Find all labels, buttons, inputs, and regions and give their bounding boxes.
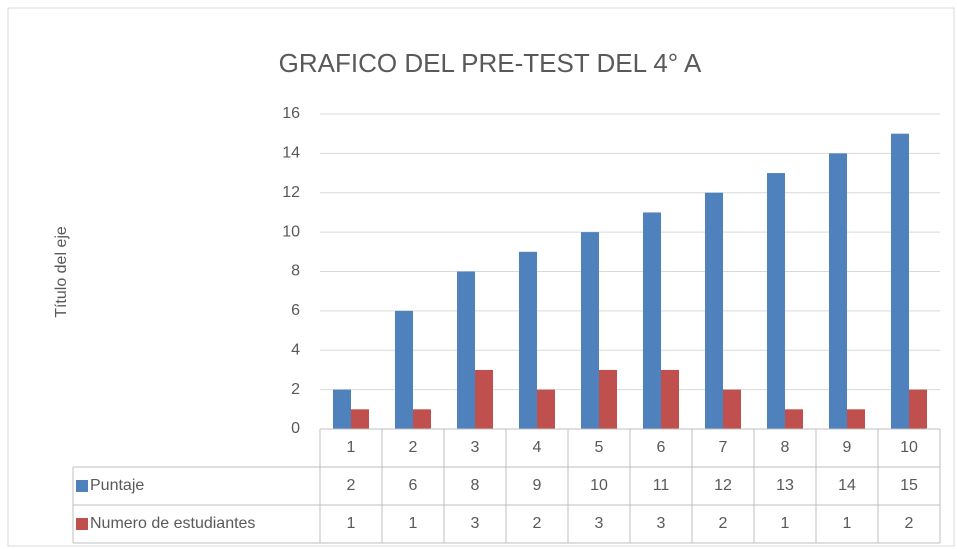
- table-cell: 14: [838, 477, 856, 494]
- x-tick-label: 1: [347, 439, 356, 456]
- bar: [723, 389, 741, 429]
- x-tick-label: 10: [900, 439, 918, 456]
- bar: [661, 369, 679, 429]
- bar: [395, 310, 413, 429]
- bar: [705, 192, 723, 429]
- bar: [909, 389, 927, 429]
- bar: [333, 389, 351, 429]
- legend-label: Numero de estudiantes: [90, 515, 255, 532]
- bar: [351, 409, 369, 429]
- legend-swatch: [76, 518, 88, 530]
- table-cell: 2: [905, 515, 914, 532]
- chart-border: [7, 7, 955, 547]
- x-tick-label: 4: [533, 439, 542, 456]
- bar: [475, 369, 493, 429]
- table-cell: 2: [533, 515, 542, 532]
- table-cell: 9: [533, 477, 542, 494]
- chart-title: GRAFICO DEL PRE-TEST DEL 4° A: [279, 48, 702, 78]
- table-cell: 10: [590, 477, 608, 494]
- table-cell: 2: [347, 477, 356, 494]
- bar: [599, 369, 617, 429]
- table-cell: 1: [843, 515, 852, 532]
- x-tick-label: 8: [781, 439, 790, 456]
- table-cell: 6: [409, 477, 418, 494]
- y-tick-label: 8: [291, 263, 300, 280]
- bar: [847, 409, 865, 429]
- y-tick-label: 14: [282, 145, 300, 162]
- table-cell: 2: [719, 515, 728, 532]
- bar: [519, 251, 537, 429]
- table-cell: 3: [657, 515, 666, 532]
- bar: [785, 409, 803, 429]
- y-tick-label: 2: [291, 381, 300, 398]
- legend-swatch: [76, 480, 88, 492]
- table-cell: 1: [347, 515, 356, 532]
- table-cell: 12: [714, 477, 732, 494]
- y-tick-label: 16: [282, 105, 300, 122]
- table-cell: 15: [900, 477, 918, 494]
- table-cell: 11: [653, 477, 670, 494]
- y-tick-label: 4: [291, 341, 300, 358]
- y-axis-title: Título del eje: [53, 226, 70, 318]
- table-cell: 8: [471, 477, 480, 494]
- table-cell: 1: [409, 515, 418, 532]
- table-cell: 1: [781, 515, 790, 532]
- bar: [581, 232, 599, 429]
- bar: [537, 389, 555, 429]
- table-cell: 3: [595, 515, 604, 532]
- x-tick-label: 5: [595, 439, 604, 456]
- x-tick-label: 2: [409, 439, 418, 456]
- x-tick-label: 9: [843, 439, 852, 456]
- x-tick-label: 3: [471, 439, 480, 456]
- y-tick-label: 10: [282, 223, 300, 240]
- table-cell: 13: [776, 477, 794, 494]
- bar: [829, 153, 847, 429]
- bar: [457, 271, 475, 429]
- legend-label: Puntaje: [90, 477, 144, 494]
- table-cell: 3: [471, 515, 480, 532]
- bar: [891, 133, 909, 429]
- y-tick-label: 6: [291, 302, 300, 319]
- x-tick-label: 7: [719, 439, 728, 456]
- x-tick-label: 6: [657, 439, 666, 456]
- y-tick-label: 12: [282, 184, 300, 201]
- bar: [767, 173, 785, 429]
- y-tick-label: 0: [291, 420, 300, 437]
- bar: [643, 212, 661, 429]
- bar: [413, 409, 431, 429]
